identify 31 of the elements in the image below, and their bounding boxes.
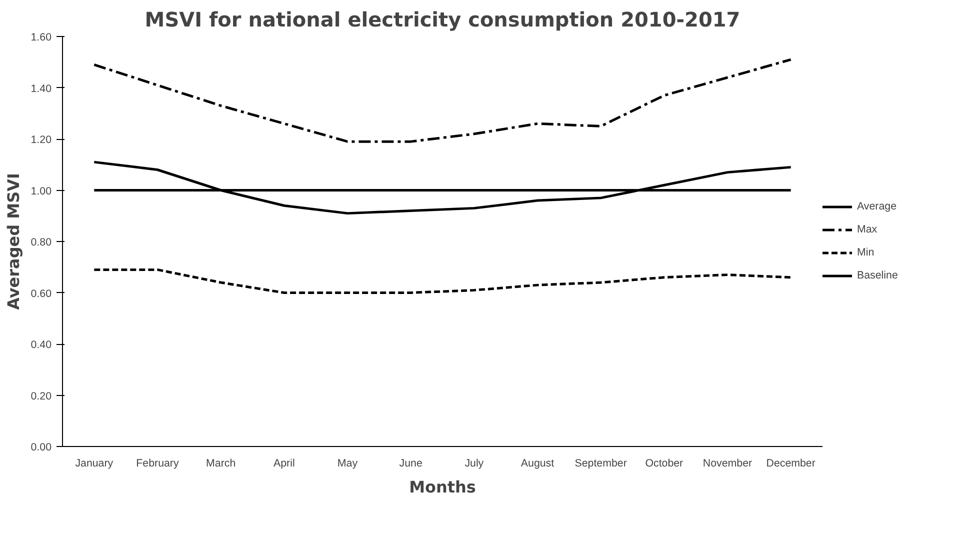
y-tick-label: 1.60 [30,32,52,44]
y-tick-label: 0.20 [30,390,52,402]
legend-label: Baseline [857,270,898,282]
y-tick-label: 0.40 [30,339,52,351]
y-axis-title: Averaged MSVI [4,173,23,310]
legend-label: Average [857,200,896,212]
y-tick-label: 1.00 [30,185,52,198]
line-series [92,268,792,294]
legend-label: Min [857,246,876,258]
x-tick-label: June [399,458,422,470]
y-tick-label: 1.20 [30,134,52,146]
x-tick-label: May [337,458,358,470]
x-tick-label: February [136,458,180,470]
x-tick-label: November [702,458,753,470]
x-tick-label: August [520,458,554,470]
x-tick-label: July [464,458,484,470]
x-axis-title: Months [409,478,476,496]
x-tick-label: January [75,458,114,470]
y-tick-label: 0.80 [30,236,52,248]
line-series [92,58,792,143]
line-series [92,160,792,215]
y-tick-label: 0.60 [30,288,52,300]
chart-title: MSVI for national electricity consumption 2010-2017 [144,8,740,32]
legend-label: Max [857,224,878,236]
y-tick-label: 0.00 [30,442,52,454]
y-tick-label: 1.40 [30,82,52,95]
x-tick-label: April [274,458,295,470]
x-tick-label: December [766,458,816,470]
x-tick-label: March [206,458,236,470]
x-tick-label: October [645,458,684,470]
x-tick-label: September [574,458,628,470]
